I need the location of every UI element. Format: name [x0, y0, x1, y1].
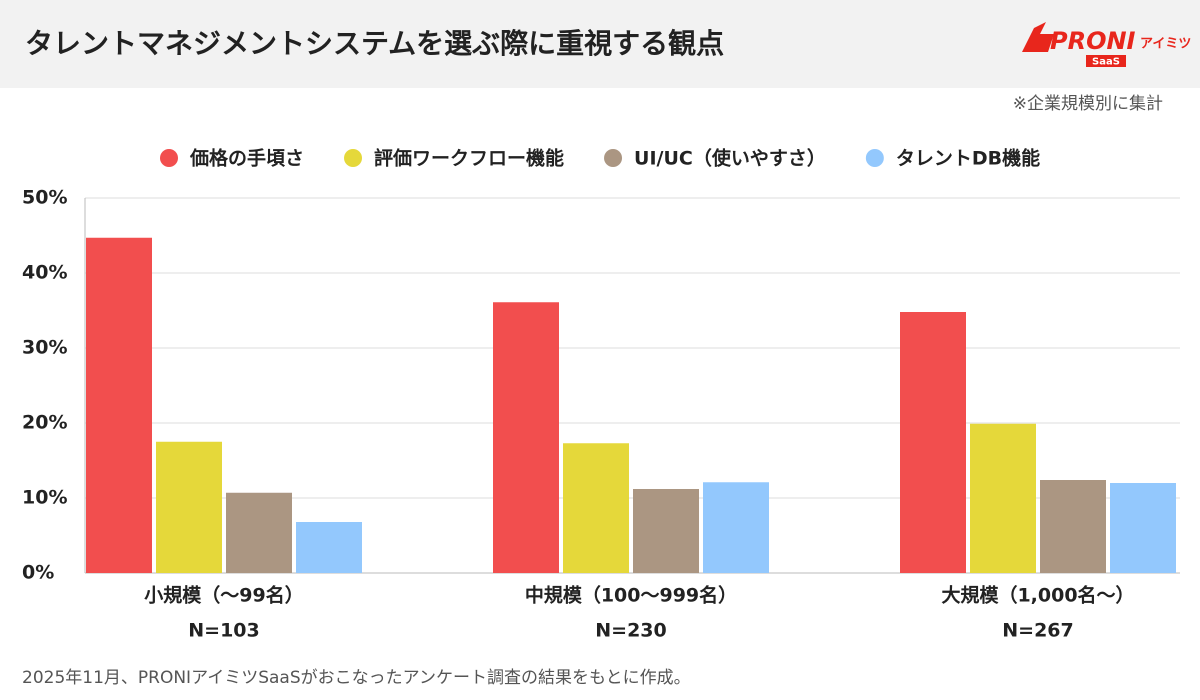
note: ※企業規模別に集計 [1013, 94, 1163, 114]
logo-tag-bg [1086, 55, 1126, 67]
sample-size: N=267 [1002, 620, 1073, 642]
sample-size: N=103 [188, 620, 259, 642]
logo-tag: SaaS [1092, 57, 1120, 68]
logo-sub: アイミツ [1140, 37, 1191, 52]
bar [563, 443, 629, 573]
bar [156, 441, 222, 573]
bar [493, 302, 559, 573]
chart-title: タレントマネジメントシステムを選ぶ際に重視する観点 [25, 27, 724, 60]
logo: PRONI アイミツ SaaS [1022, 22, 1191, 68]
y-tick-label: 30% [22, 337, 67, 359]
legend-marker [865, 149, 884, 167]
bar [1110, 483, 1176, 573]
source: 2025年11月、PRONIアイミツSaaSがおこなったアンケート調査の結果をも… [22, 668, 691, 688]
bar [296, 522, 362, 573]
bar [86, 237, 152, 573]
legend-label: UI/UC（使いやすさ） [634, 147, 826, 170]
x-tick-label: 小規模（〜99名） [144, 584, 303, 607]
x-tick-label: 大規模（1,000名〜） [941, 584, 1134, 607]
y-tick-label: 50% [22, 187, 67, 209]
bar [703, 482, 769, 573]
y-tick-label: 40% [22, 262, 67, 284]
y-tick-label: 0% [22, 562, 54, 584]
logo-mark [1022, 22, 1054, 52]
sample-size: N=230 [595, 620, 666, 642]
legend-label: タレントDB機能 [896, 147, 1040, 170]
bar [226, 492, 292, 573]
legend-marker [344, 149, 363, 167]
bar [633, 489, 699, 573]
legend-label: 評価ワークフロー機能 [374, 147, 564, 170]
x-tick-label: 中規模（100〜999名） [525, 584, 737, 607]
legend-marker [604, 149, 623, 167]
legend-label: 価格の手頃さ [189, 147, 304, 170]
y-tick-label: 10% [22, 487, 67, 509]
legend-marker [160, 149, 178, 167]
bar [970, 423, 1036, 573]
logo-brand: PRONI [1050, 27, 1136, 55]
header-band [0, 0, 1200, 88]
y-tick-label: 20% [22, 412, 67, 434]
bar [1040, 480, 1106, 573]
bar [900, 312, 966, 573]
